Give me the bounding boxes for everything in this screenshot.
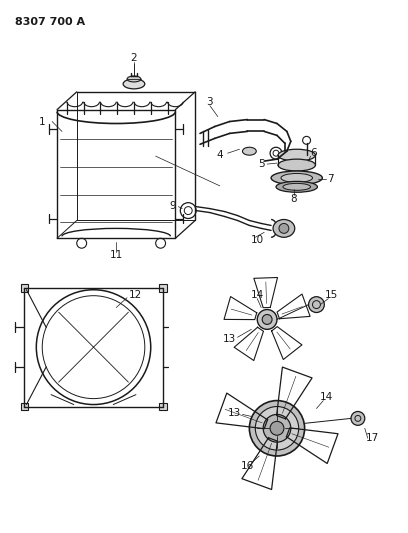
Ellipse shape [127,76,141,82]
Text: 4: 4 [217,150,223,160]
Circle shape [308,297,324,312]
Text: 16: 16 [241,461,254,471]
Text: 9: 9 [169,200,176,211]
Ellipse shape [281,173,313,182]
Ellipse shape [276,181,317,192]
Circle shape [270,422,284,435]
Ellipse shape [278,159,315,171]
Bar [20,284,29,292]
Text: 13: 13 [223,334,236,344]
Text: 14: 14 [251,290,264,300]
Circle shape [279,223,289,233]
Text: 1: 1 [39,117,46,126]
Text: 3: 3 [206,96,213,107]
Ellipse shape [123,79,145,89]
Bar [159,284,166,292]
Text: 8: 8 [290,193,297,204]
Text: 10: 10 [251,235,264,245]
Text: 12: 12 [129,290,142,300]
Text: 15: 15 [325,290,338,300]
Circle shape [257,310,277,329]
Text: 14: 14 [320,392,333,402]
Circle shape [262,314,272,325]
Ellipse shape [278,149,315,161]
Text: 17: 17 [366,433,379,443]
Ellipse shape [242,147,256,155]
Text: 11: 11 [110,250,123,260]
Text: 13: 13 [228,408,241,418]
Bar [20,402,29,410]
Text: 5: 5 [258,159,264,169]
Text: 7: 7 [327,174,334,184]
Circle shape [263,415,291,442]
Ellipse shape [273,220,295,237]
Circle shape [249,401,305,456]
Text: 6: 6 [310,148,317,158]
Text: 2: 2 [131,53,137,63]
Ellipse shape [283,183,310,190]
Circle shape [255,407,299,450]
Bar [159,402,166,410]
Circle shape [351,411,365,425]
Ellipse shape [271,171,322,185]
Text: 8307 700 A: 8307 700 A [15,17,85,27]
